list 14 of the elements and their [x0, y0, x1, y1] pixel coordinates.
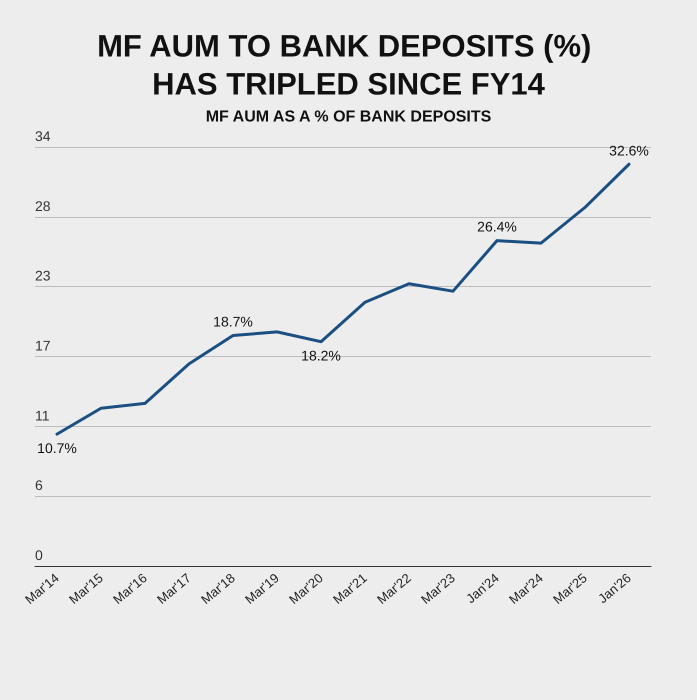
chart-title: MF AUM TO BANK DEPOSITS (%) HAS TRIPLED SINCE FY14 [97, 28, 600, 102]
y-tick-label: 6 [35, 477, 43, 494]
y-tick-label: 11 [35, 407, 50, 424]
data-label: 18.7% [213, 314, 253, 330]
data-label: 32.6% [609, 142, 649, 158]
data-label: 26.4% [477, 218, 517, 235]
y-tick-label: 0 [35, 547, 43, 563]
data-label: 18.2% [301, 348, 341, 364]
y-tick-label: 17 [35, 338, 51, 354]
y-tick-label: 34 [35, 128, 51, 144]
data-label: 10.7% [37, 440, 77, 456]
y-tick-label: 23 [35, 268, 51, 284]
chart-subtitle: MF AUM AS A % OF BANK DEPOSITS [206, 108, 492, 126]
y-tick-label: 28 [35, 198, 51, 214]
